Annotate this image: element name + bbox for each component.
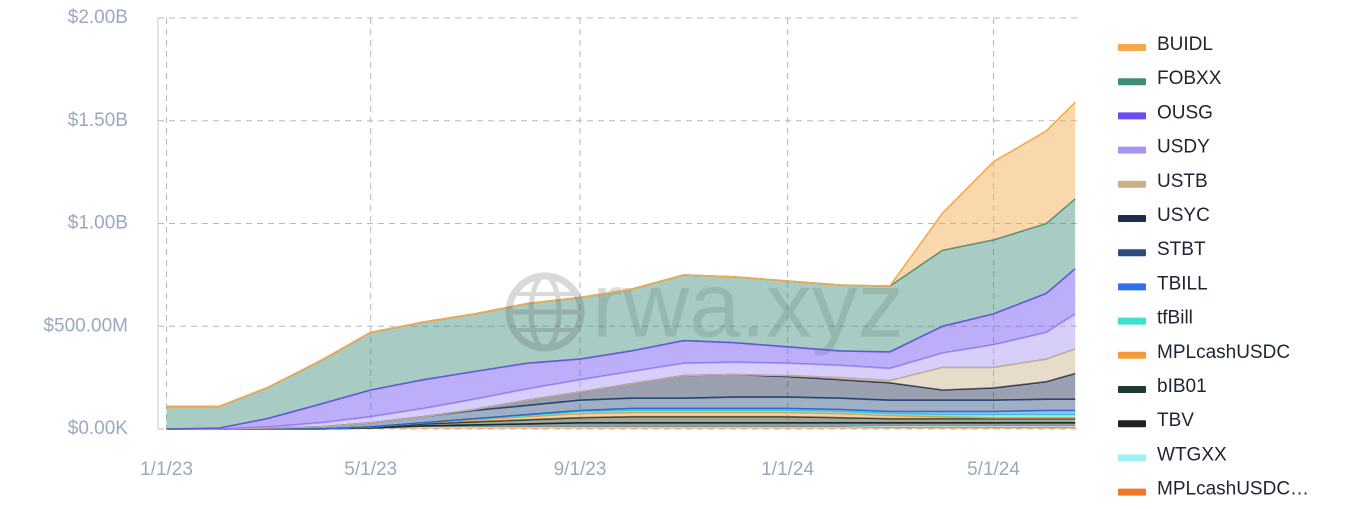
- x-tick-label: 9/1/23: [554, 459, 607, 480]
- watermark-icon: [505, 272, 585, 352]
- area: [166, 412, 1076, 429]
- legend-swatch: [1118, 420, 1146, 428]
- x-tick-label: 1/1/23: [140, 459, 193, 480]
- legend-label: USTB: [1157, 171, 1208, 192]
- area-line: [166, 348, 1076, 430]
- legend-swatch: [1118, 78, 1146, 86]
- legend-swatch: [1118, 180, 1146, 188]
- y-tick-label: $1.00B: [68, 213, 128, 234]
- legend-swatch: [1118, 351, 1146, 359]
- legend-label: STBT: [1157, 239, 1206, 260]
- y-tick-label: $1.50B: [68, 110, 128, 131]
- x-tick-label: 1/1/24: [761, 459, 814, 480]
- legend-label: FOBXX: [1157, 68, 1222, 89]
- legend-label: WTGXX: [1157, 444, 1227, 465]
- area: [166, 268, 1076, 429]
- legend-swatch: [1118, 249, 1146, 257]
- legend-label: bIB01: [1157, 376, 1207, 397]
- legend-swatch: [1118, 454, 1146, 462]
- legend-swatch: [1118, 317, 1146, 325]
- area: [166, 198, 1076, 429]
- legend-label: BUIDL: [1157, 34, 1213, 55]
- legend-label: USYC: [1157, 205, 1210, 226]
- area-line: [166, 268, 1076, 430]
- area: [166, 397, 1076, 429]
- y-tick-label: $2.00B: [68, 7, 128, 28]
- legend-label: TBV: [1157, 410, 1194, 431]
- watermark: rwa.xyz: [592, 254, 904, 356]
- legend-swatch: [1118, 283, 1146, 291]
- legend-swatch: [1118, 386, 1146, 393]
- area-line: [166, 313, 1076, 430]
- legend-swatch: [1118, 44, 1146, 51]
- legend-label: USDY: [1157, 137, 1210, 158]
- legend-label: tfBill: [1157, 308, 1193, 329]
- legend-label: MPLcashUSDC: [1157, 342, 1290, 363]
- area-line: [166, 407, 1076, 430]
- legend-swatch: [1118, 215, 1146, 222]
- area: [166, 373, 1076, 429]
- y-tick-label: $0.00K: [68, 418, 129, 439]
- legend-swatch: [1118, 112, 1146, 120]
- x-tick-label: 5/1/23: [344, 459, 397, 480]
- legend-swatch: [1118, 488, 1146, 496]
- area: [166, 313, 1076, 429]
- area-line: [166, 101, 1076, 408]
- legend-label: TBILL: [1157, 273, 1208, 294]
- x-tick-label: 5/1/24: [967, 459, 1020, 480]
- legend-label: OUSG: [1157, 102, 1213, 123]
- legend-swatch: [1118, 146, 1146, 154]
- legend-label: MPLcashUSDC…: [1157, 479, 1309, 500]
- y-tick-label: $500.00M: [43, 315, 128, 336]
